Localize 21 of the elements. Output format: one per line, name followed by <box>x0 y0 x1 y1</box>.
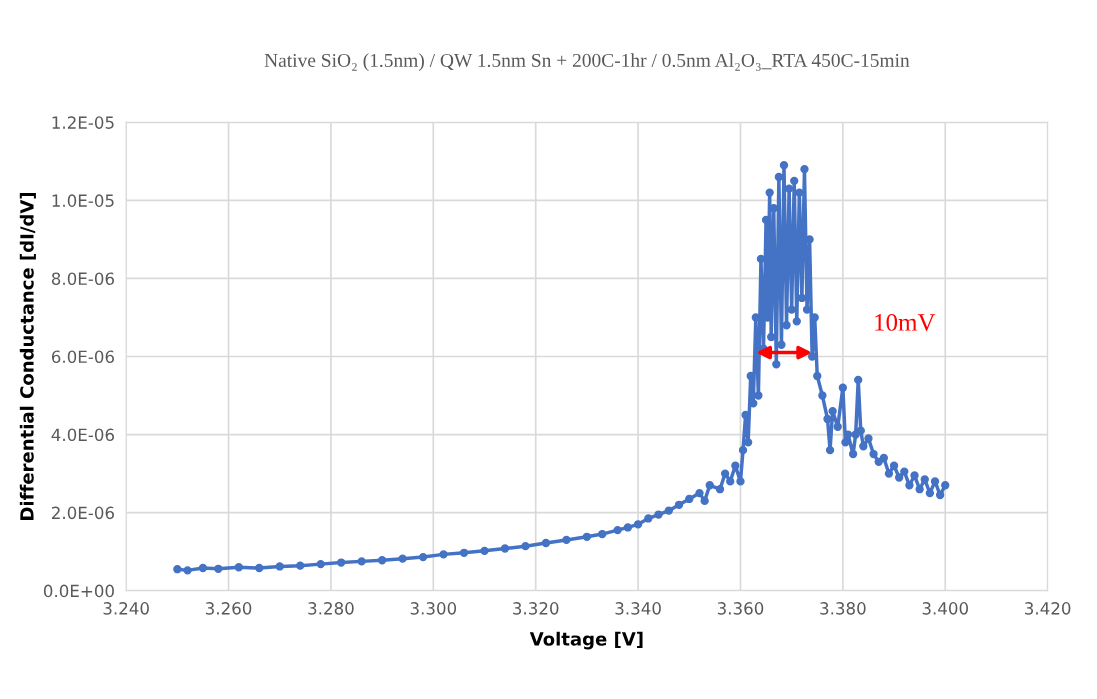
y-tick-label: 0.0E+00 <box>43 584 114 598</box>
y-tick-label: 1.2E-05 <box>52 116 114 129</box>
y-axis-title: Differential Conductance [dI/dV] <box>19 192 36 520</box>
x-axis-title: Voltage [V] <box>529 631 643 650</box>
x-tick-label: 3.380 <box>820 602 866 615</box>
x-tick-label: 3.280 <box>308 602 354 615</box>
x-tick-label: 3.260 <box>205 602 252 615</box>
y-tick-label: 2.0E-06 <box>52 506 114 520</box>
y-tick-label: 1.0E-05 <box>52 194 114 207</box>
annotation: 10mV <box>875 313 936 331</box>
y-tick-label: 8.0E-06 <box>51 272 114 285</box>
y-tick-label: 4.0E-06 <box>51 428 114 442</box>
x-tick-label: 3.240 <box>103 602 149 615</box>
x-tick-label: 3.360 <box>717 602 764 615</box>
x-tick-label: 3.340 <box>615 602 661 615</box>
x-tick-label: 3.320 <box>513 602 559 615</box>
y-tick-label: 6.0E-06 <box>51 350 114 364</box>
x-tick-label: 3.420 <box>1025 602 1071 615</box>
chart-title: Native SiO₂ (1.5nm) / QW 1.5nm Sn + 200C-1hr / 0.5nm Al₂O₃_RTA 450C-15min <box>264 53 910 71</box>
x-tick-label: 3.300 <box>410 602 457 615</box>
x-tick-label: 3.400 <box>922 602 968 615</box>
